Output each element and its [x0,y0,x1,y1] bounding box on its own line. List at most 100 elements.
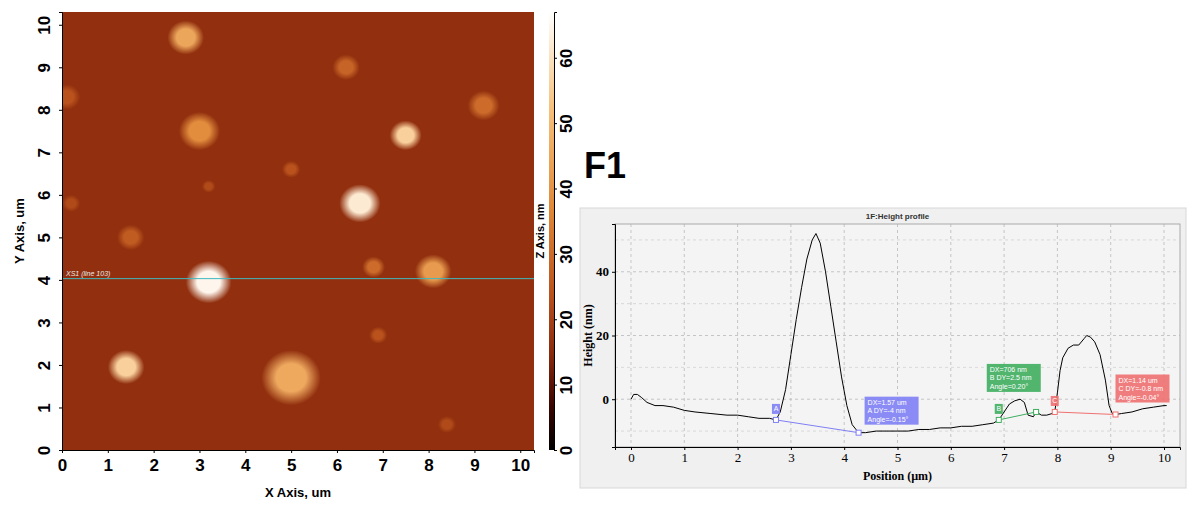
tick: 10 [1158,447,1171,465]
tick-label: 7 [1001,450,1008,465]
particle [186,261,232,304]
tick: 1 [104,450,113,475]
tick: 5 [287,450,296,475]
tick-mark [59,280,62,281]
chart-title: 1F:Height profile [866,212,930,221]
tick-label: 1 [104,456,113,475]
axis-line [63,451,535,454]
tick-mark [612,272,615,273]
tick-label: 40 [596,264,609,279]
tick-label: 6 [35,191,54,200]
minor-grid-line [615,239,1180,240]
tick-label: 7 [379,456,388,475]
measure-text: DX=706 nm [990,366,1027,373]
particle [62,195,80,212]
minor-grid-line [615,367,1180,368]
tick-label: 5 [895,450,902,465]
tick-mark [612,336,615,337]
measure-line [999,412,1036,420]
tick: 0 [35,446,62,455]
tick-label: 50 [557,114,576,133]
measure-point [1113,412,1118,417]
measure-tag-label: A [774,405,779,412]
tick-label: 7 [35,148,54,157]
grid-line [1110,224,1111,447]
tick: 1 [35,403,62,412]
tick-label: 3 [35,318,54,327]
tick: 4 [35,275,62,285]
measure-point [856,430,861,435]
tick-mark [59,152,62,153]
grid-line [630,224,631,447]
tick-mark [59,110,62,111]
tick-mark [59,365,62,366]
tick: 0 [628,447,635,465]
profile-line [631,234,1167,433]
particle [332,55,359,81]
grid-line [615,271,1180,272]
y-axis: 02040 [596,225,616,448]
measure-tag [995,404,1003,414]
measure-text: Angle=-0.15° [868,416,909,424]
tick-label: 5 [35,233,54,242]
tick-mark [59,407,62,408]
particle [261,350,321,405]
tick-label: 2 [149,456,158,475]
tick: 30 [554,245,576,264]
tick-label: 10 [35,16,54,35]
measure-box [865,397,919,425]
measure-point [773,417,778,422]
particle [415,254,452,288]
afm-image [62,12,534,450]
tick: 8 [424,450,433,475]
tick: 2 [735,447,742,465]
tick: 4 [841,447,848,465]
tick: 2 [35,361,62,370]
tick-mark [612,399,615,400]
panel-background [580,208,1186,488]
measure-text: A DY=-4 nm [868,407,906,414]
tick: 7 [35,148,62,157]
measure-point [1052,409,1057,414]
tick: 5 [35,233,62,242]
tick: 20 [554,310,576,329]
tick-label: 1 [35,403,54,412]
particle [438,416,456,433]
tick: 60 [554,49,576,68]
tick-label: 5 [287,456,296,475]
tick-mark [520,450,521,453]
particle [282,161,300,178]
tick-mark [337,450,338,453]
tick-label: 8 [35,106,54,115]
measure-tag-label: B [996,405,1001,412]
tick: 0 [554,446,576,455]
tick: 0 [603,392,616,407]
particle [362,257,385,278]
tick-label: 2 [735,450,742,465]
tick-label: 9 [35,63,54,72]
tick-mark [474,450,475,453]
tick: 6 [35,191,62,200]
tick-mark [59,237,62,238]
plot-background [615,224,1180,447]
colorbar-axis: 0 10 20 30 40 50 60 [554,13,576,456]
tick: 9 [35,63,62,72]
tick: 3 [195,450,204,475]
tick-label: 10 [557,376,576,395]
particle [62,84,80,110]
tick-mark [429,450,430,453]
tick: 40 [554,180,576,199]
plot-area [631,234,1167,436]
figure: XS1 (line 103)012345678910012345678910X … [0,0,1192,505]
grid-line [615,335,1180,336]
tick-label: 8 [1055,450,1062,465]
tick: 8 [35,106,62,115]
particle [179,112,220,150]
particle [108,350,145,384]
panel-label: F1 [584,145,626,186]
measure-point [1034,409,1039,414]
tick: 10 [511,450,530,475]
tick-label: 3 [195,456,204,475]
tick: 50 [554,114,576,133]
tick-label: 9 [1108,450,1115,465]
